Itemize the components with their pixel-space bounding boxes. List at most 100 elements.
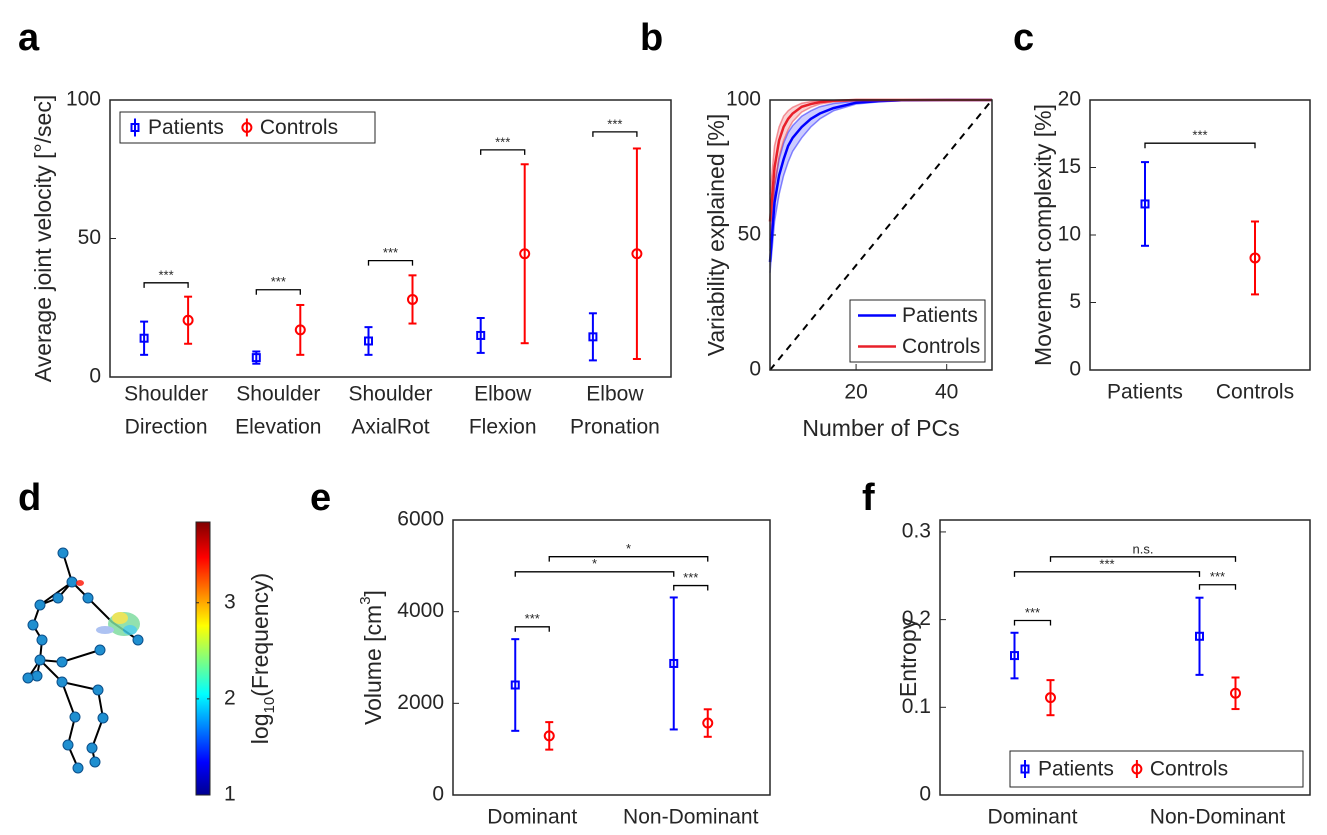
y-axis-label-part: 3	[357, 596, 374, 604]
marker	[1045, 692, 1056, 704]
legend-box	[849, 299, 986, 363]
significance-bracket	[143, 282, 189, 288]
x-tick-label: Elbow	[586, 383, 644, 406]
colorbar-label-part: log	[247, 713, 273, 744]
y-axis-label: Variability explained [%]	[703, 114, 729, 356]
legend-label: Patients	[148, 116, 224, 139]
axes-box	[109, 99, 672, 378]
x-tick-label: Shoulder	[236, 383, 320, 406]
marker	[1249, 252, 1261, 264]
chance-line	[769, 99, 993, 371]
marker	[543, 730, 555, 742]
marker	[139, 333, 149, 343]
panel-label: a	[18, 17, 40, 59]
y-axis-label-part: Volume [cm	[360, 605, 386, 725]
colorbar-label-part: (Frequency)	[247, 573, 273, 697]
significance-label: ***	[159, 267, 174, 282]
legend-label: Controls	[260, 116, 338, 139]
x-tick-label: 20	[844, 381, 867, 404]
y-tick-label: 0.1	[902, 695, 931, 718]
y-tick-label: 2000	[397, 691, 444, 714]
significance-bracket	[592, 131, 638, 137]
colorbar-label-part: 10	[261, 697, 278, 714]
significance-bracket	[514, 626, 550, 632]
y-tick-label: 100	[66, 88, 101, 111]
marker	[669, 658, 679, 668]
panel-label: e	[310, 477, 331, 519]
x-tick-label: Dominant	[988, 806, 1078, 829]
y-axis-label: Movement complexity [%]	[1030, 104, 1056, 366]
skeleton-joints	[22, 547, 144, 774]
marker	[1020, 764, 1030, 774]
significance-bracket	[1144, 142, 1256, 149]
x-tick-label: Shoulder	[124, 383, 208, 406]
legend-label: Controls	[902, 335, 980, 358]
marker	[251, 353, 261, 363]
marker	[510, 680, 520, 690]
panel-label: c	[1013, 17, 1034, 59]
marker	[1131, 763, 1143, 775]
y-tick-label: 15	[1058, 155, 1081, 178]
y-tick-label: 0	[919, 783, 931, 806]
y-tick-label: 0	[89, 365, 101, 388]
y-tick-label: 50	[78, 226, 101, 249]
x-tick-label: Pronation	[570, 416, 660, 439]
marker	[130, 123, 140, 132]
significance-label: ***	[271, 274, 286, 289]
panel-label: f	[862, 477, 875, 519]
y-tick-label: 6000	[397, 508, 444, 531]
marker	[1010, 651, 1019, 661]
y-tick-label: 5	[1069, 290, 1081, 313]
legend-box	[119, 111, 376, 144]
significance-bracket	[673, 584, 709, 591]
significance-bracket	[480, 149, 526, 155]
y-tick-label: 0	[432, 783, 444, 806]
x-tick-label: Shoulder	[348, 383, 432, 406]
significance-label: *	[626, 541, 631, 556]
marker	[364, 336, 373, 346]
x-tick-label: AxialRot	[351, 416, 429, 439]
marker	[476, 330, 486, 340]
significance-label: n.s.	[1133, 541, 1154, 556]
y-axis-label: Volume [cm3]	[357, 590, 386, 725]
significance-label: ***	[1025, 605, 1040, 620]
marker	[702, 717, 714, 729]
y-tick-label: 0.3	[902, 519, 931, 542]
significance-bracket	[548, 556, 709, 562]
axes-box	[452, 519, 771, 796]
significance-bracket	[1198, 584, 1237, 590]
marker	[631, 248, 643, 260]
marker	[1195, 631, 1204, 641]
band-edge	[769, 99, 992, 195]
marker	[519, 248, 531, 260]
x-tick-label: Non-Dominant	[623, 806, 759, 829]
x-tick-label: Controls	[1216, 381, 1294, 404]
x-tick-label: Direction	[125, 416, 208, 439]
marker	[588, 332, 598, 342]
x-tick-label: Dominant	[487, 806, 577, 829]
legend-label: Patients	[902, 304, 978, 327]
significance-label: ***	[1210, 569, 1225, 584]
y-tick-label: 4000	[397, 599, 444, 622]
significance-label: ***	[525, 611, 540, 626]
marker	[1140, 199, 1150, 209]
y-axis-label-part: ]	[360, 590, 386, 596]
panel-label: b	[640, 17, 663, 59]
series-line	[768, 98, 992, 263]
significance-bracket	[1013, 571, 1201, 577]
heat-cloud	[76, 580, 140, 636]
y-tick-label: 100	[726, 88, 761, 111]
marker	[1230, 687, 1241, 699]
colorbar-tick-label: 3	[224, 590, 236, 613]
x-tick-label: Non-Dominant	[1150, 806, 1286, 829]
y-tick-label: 0.2	[902, 607, 931, 630]
axes-box	[1089, 99, 1311, 371]
significance-label: ***	[607, 116, 622, 131]
significance-bracket	[1049, 556, 1237, 562]
marker	[407, 293, 418, 305]
legend-label: Patients	[1038, 758, 1114, 781]
colorbar-label: log10(Frequency)	[247, 573, 278, 744]
y-tick-label: 50	[738, 223, 761, 246]
